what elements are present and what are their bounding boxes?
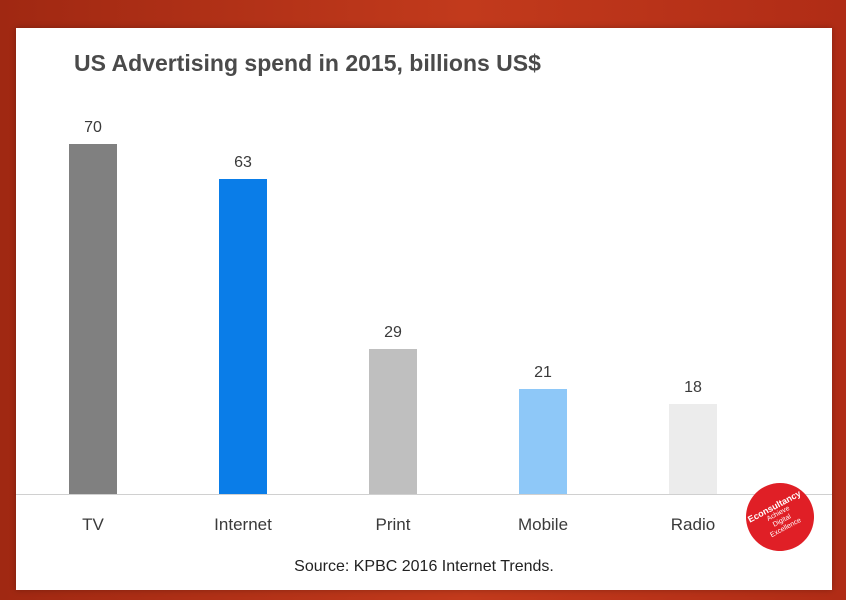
bar-radio xyxy=(669,404,717,494)
category-label-internet: Internet xyxy=(214,515,272,534)
source-note: Source: KPBC 2016 Internet Trends. xyxy=(294,558,554,575)
value-label-internet: 63 xyxy=(234,154,252,171)
bar-print xyxy=(369,349,417,494)
category-label-radio: Radio xyxy=(671,515,715,534)
bar-tv xyxy=(69,144,117,494)
value-label-tv: 70 xyxy=(84,119,102,136)
value-label-radio: 18 xyxy=(684,379,702,396)
category-label-tv: TV xyxy=(82,515,104,534)
value-label-mobile: 21 xyxy=(534,364,552,381)
category-label-print: Print xyxy=(376,515,411,534)
bar-internet xyxy=(219,179,267,494)
bars-layer: 70 TV 63 Internet 29 Print 21 Mobile 18 Radio xyxy=(69,119,717,534)
category-label-mobile: Mobile xyxy=(518,515,568,534)
bar-mobile xyxy=(519,389,567,494)
chart-panel: US Advertising spend in 2015, billions U… xyxy=(16,28,832,590)
chart-title: US Advertising spend in 2015, billions U… xyxy=(74,50,541,76)
bar-chart: 70 TV 63 Internet 29 Print 21 Mobile 18 Radio xyxy=(16,119,832,534)
value-label-print: 29 xyxy=(384,324,402,341)
